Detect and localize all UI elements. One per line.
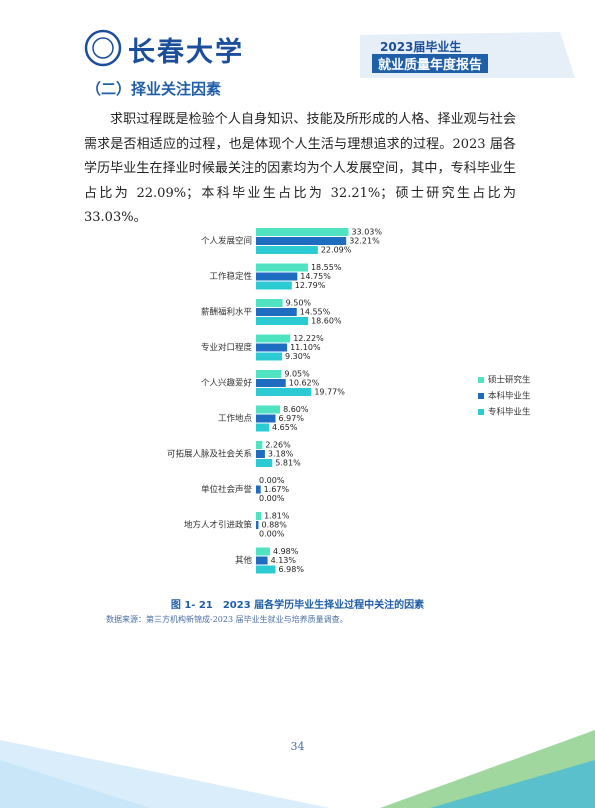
bar [256,423,270,432]
value-label: 10.62% [289,379,320,388]
legend-swatch [478,393,484,399]
bar [256,521,259,529]
bar [256,334,291,343]
data-source: 数据来源：第三方机构新锦成-2023 届毕业生就业与培养质量调查。 [106,615,348,624]
value-label: 0.88% [261,521,287,530]
bar [256,281,292,290]
value-label: 6.98% [279,565,305,574]
value-label: 8.60% [283,405,309,414]
bar [256,388,312,396]
legend-swatch [478,377,484,383]
page-number: 34 [290,740,305,753]
logo-inner [92,37,114,59]
decor [430,760,595,808]
bar [256,379,286,387]
value-label: 18.55% [311,263,342,272]
value-label: 9.05% [284,370,310,379]
value-label: 6.97% [279,414,305,423]
legend-label: 本科毕业生 [488,391,531,402]
category-label: 个人发展空间 [201,236,252,247]
value-label: 0.00% [259,530,285,539]
bar [256,459,273,467]
figure-caption: 图 1- 21 2023 届各学历毕业生择业过程中关注的因素 [170,600,425,611]
value-label: 18.60% [311,317,342,326]
value-label: 12.79% [295,281,326,290]
value-label: 4.65% [272,423,298,432]
category-label: 地方人才引进政策 [184,520,253,531]
bar [256,512,262,520]
value-label: 1.67% [264,485,290,494]
value-label: 0.00% [259,494,285,503]
paragraph: 求职过程既是检验个人自身知识、技能及所形成的人格、择业观与社会需求是否相适应的过… [84,112,516,225]
bar [256,272,298,281]
report-title: 就业质量年度报告 [372,54,489,73]
bar [256,485,261,494]
value-label: 14.55% [300,308,331,317]
value-label: 1.81% [264,512,290,521]
value-label: 9.30% [285,352,311,361]
category-label: 工作地点 [218,413,253,424]
bar [256,556,268,565]
category-label: 单位社会声誉 [201,484,253,495]
value-label: 14.75% [300,272,331,281]
legend-label: 硕士研究生 [488,375,531,386]
bar [256,263,308,272]
value-label: 3.18% [268,450,294,459]
chart: 个人发展空间 33.03%32.21%22.09% 工作稳定性 18.55%14.75… [167,228,531,575]
decor [0,740,330,808]
category-label: 工作稳定性 [209,271,252,282]
bar [256,547,270,556]
report-year: 2023届毕业生 [380,40,462,54]
value-label: 32.21% [349,237,380,246]
legend-swatch [478,409,484,415]
bar [256,308,297,316]
value-label: 11.10% [290,343,321,352]
value-label: 4.98% [273,547,299,556]
bar [256,246,318,254]
value-label: 22.09% [321,246,352,255]
legend-label: 专科毕业生 [488,407,531,418]
logo [84,29,122,67]
value-label: 2.26% [265,441,291,450]
value-label: 19.77% [314,388,345,397]
category-label: 专业对口程度 [201,342,253,353]
bar [256,441,263,449]
value-label: 33.03% [351,228,382,237]
bar [256,343,288,352]
value-label: 4.13% [271,556,297,565]
bar [256,228,349,236]
bar [256,352,283,361]
bar [256,450,265,458]
bar [256,237,347,245]
value-label: 9.50% [286,299,312,308]
value-label: 12.22% [293,334,324,343]
category-label: 薪酬福利水平 [201,307,253,318]
category-label: 可拓展人脉及社会关系 [167,449,252,460]
bar [256,405,281,414]
bar [256,565,276,574]
school-name: 长春大学 [128,37,244,68]
bar [256,370,282,378]
value-label: 5.81% [275,459,301,468]
category-label: 个人兴趣爱好 [201,378,253,389]
section-title: （二）择业关注因素 [86,80,222,98]
category-label: 其他 [235,555,253,566]
bar [256,299,283,307]
value-label: 0.00% [259,476,285,485]
bar [256,317,309,325]
bar [256,414,276,423]
